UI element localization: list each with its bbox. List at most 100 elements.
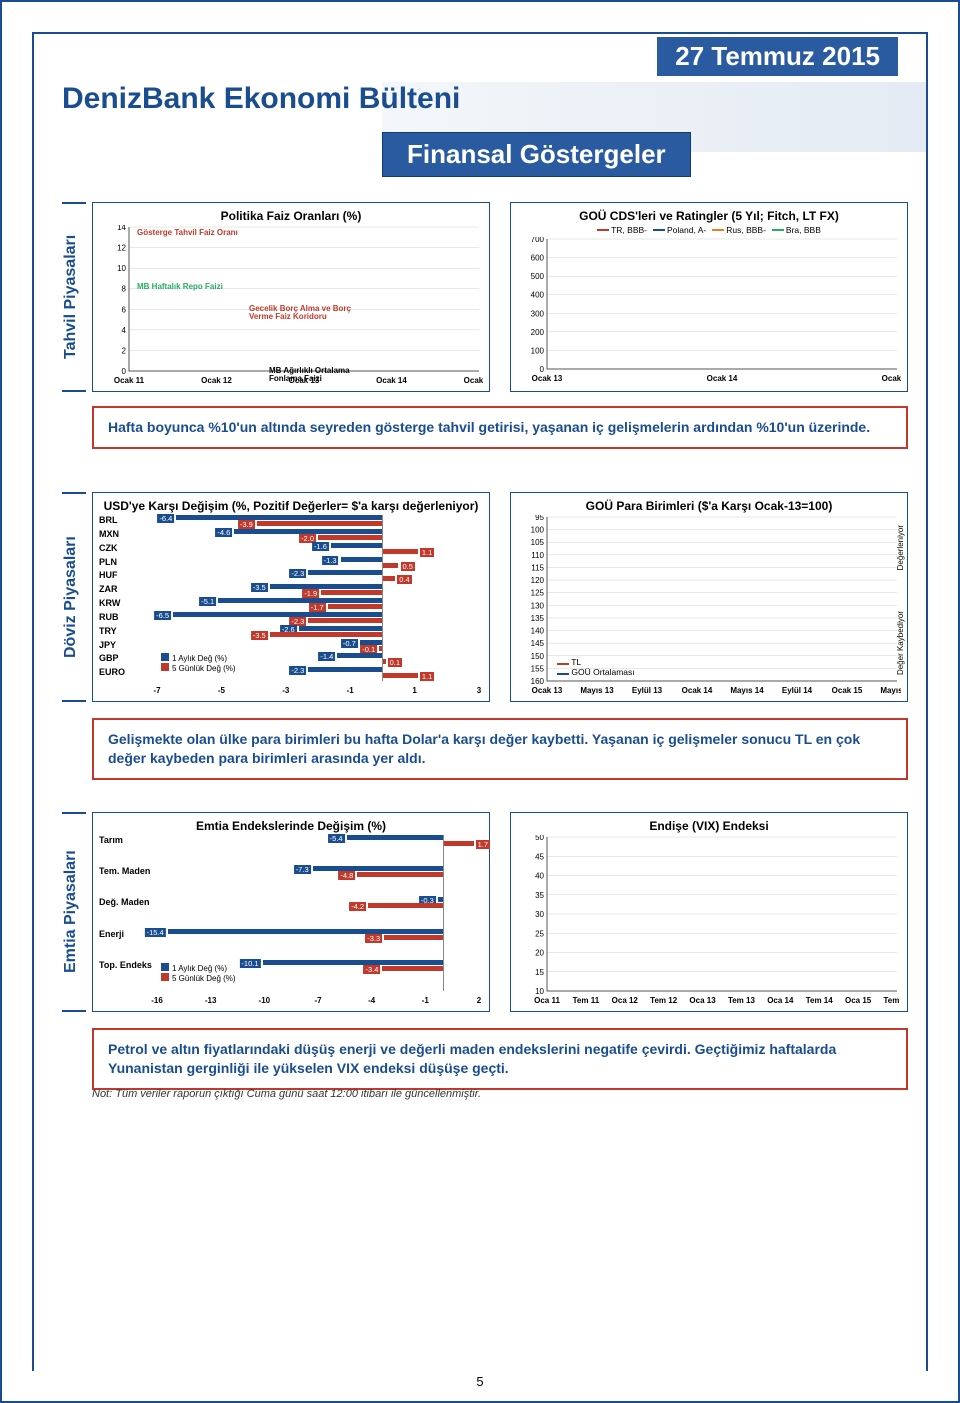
svg-text:10: 10 <box>535 987 544 996</box>
x-tick: -1 <box>347 686 354 695</box>
hbar-value: -1.3 <box>322 556 339 565</box>
hbar-value: -1.6 <box>312 542 329 551</box>
svg-text:125: 125 <box>531 589 545 598</box>
hbar <box>308 618 382 623</box>
svg-text:12: 12 <box>117 244 126 253</box>
svg-text:160: 160 <box>531 677 545 686</box>
svg-text:Ocak 15: Ocak 15 <box>464 376 483 385</box>
chart-politika-faiz: Politika Faiz Oranları (%) 02468101214Oc… <box>92 202 490 392</box>
hbar <box>347 835 444 840</box>
x-tick: -16 <box>151 996 163 1005</box>
hbar-value: -5.4 <box>328 834 345 843</box>
svg-text:95: 95 <box>535 515 544 522</box>
svg-text:50: 50 <box>535 835 544 842</box>
svg-text:140: 140 <box>531 627 545 636</box>
svg-text:100: 100 <box>531 346 545 355</box>
svg-text:14: 14 <box>117 225 126 232</box>
hbar-label: Tem. Maden <box>99 866 157 876</box>
hbar-value: -3.4 <box>363 965 380 974</box>
hbar <box>337 653 382 658</box>
hbar-value: -3.3 <box>365 934 382 943</box>
svg-text:40: 40 <box>535 872 544 881</box>
legend-item: 5 Günlük Değ (%) <box>161 663 236 673</box>
svg-text:Ocak 11: Ocak 11 <box>114 376 145 385</box>
hbar <box>443 841 473 846</box>
hbar-label: PLN <box>99 557 157 567</box>
x-tick: -7 <box>153 686 160 695</box>
legend-item: GOÜ Ortalaması <box>557 667 635 677</box>
legend-item: Bra, BBB <box>772 225 821 235</box>
hbar-value: -10.1 <box>239 959 260 968</box>
svg-text:45: 45 <box>535 852 544 861</box>
x-tick: 1 <box>412 686 416 695</box>
chart1-annotation: MB Ağırlıklı Ortalama Fonlama Faizi <box>269 367 379 383</box>
hbar-value: -3.5 <box>251 583 268 592</box>
hbar <box>384 935 443 940</box>
commentary-tahvil: Hafta boyunca %10'un altında seyreden gö… <box>92 406 908 449</box>
hbar <box>257 521 383 526</box>
hbar <box>313 866 444 871</box>
chart-cds-ratings: GOÜ CDS'leri ve Ratingler (5 Yıl; Fitch,… <box>510 202 908 392</box>
svg-text:135: 135 <box>531 614 545 623</box>
hbar-value: -1.4 <box>318 652 335 661</box>
x-tick: -4 <box>368 996 375 1005</box>
svg-text:20: 20 <box>535 949 544 958</box>
chart5-title: Emtia Endekslerinde Değişim (%) <box>99 819 483 833</box>
svg-text:Tem 11: Tem 11 <box>573 996 600 1005</box>
hbar-label: Top. Endeks <box>99 960 157 970</box>
hbar <box>308 667 382 672</box>
svg-text:Ocak 13: Ocak 13 <box>532 686 563 695</box>
hbar-value: -4.6 <box>215 528 232 537</box>
legend-item: 1 Aylık Değ (%) <box>161 653 236 663</box>
hbar <box>176 515 382 520</box>
svg-text:Ocak 13: Ocak 13 <box>532 374 563 383</box>
footnote: Not: Tüm veriler raporun çıktığı Cuma gü… <box>92 1088 481 1100</box>
hbar-value: -15.4 <box>145 928 166 937</box>
svg-text:8: 8 <box>122 285 127 294</box>
hbar <box>218 598 382 603</box>
hbar <box>382 576 395 581</box>
svg-text:Mayıs 15: Mayıs 15 <box>880 686 901 695</box>
svg-text:Tem 15: Tem 15 <box>884 996 901 1005</box>
hbar <box>382 673 417 678</box>
hbar-value: 0.1 <box>388 658 402 667</box>
hbar <box>341 557 383 562</box>
hbar-value: 1.1 <box>420 672 434 681</box>
x-tick: -3 <box>282 686 289 695</box>
hbar-value: -1.9 <box>302 589 319 598</box>
svg-text:400: 400 <box>531 291 545 300</box>
svg-text:0: 0 <box>540 365 545 374</box>
hbar-value: -3.5 <box>251 631 268 640</box>
svg-text:6: 6 <box>122 305 127 314</box>
x-tick: -10 <box>259 996 271 1005</box>
svg-text:Ocak 15: Ocak 15 <box>882 374 901 383</box>
chart1-title: Politika Faiz Oranları (%) <box>99 209 483 223</box>
svg-text:Ocak 12: Ocak 12 <box>201 376 232 385</box>
chart1-annotation: Gecelik Borç Alma ve Borç Verme Faiz Kor… <box>249 305 359 321</box>
svg-text:145: 145 <box>531 639 545 648</box>
chart-gou-para: GOÜ Para Birimleri ($'a Karşı Ocak-13=10… <box>510 492 908 702</box>
svg-text:0: 0 <box>122 367 127 376</box>
hbar-value: 0.4 <box>397 575 411 584</box>
x-tick: -13 <box>205 996 217 1005</box>
hbar-label: HUF <box>99 570 157 580</box>
svg-text:700: 700 <box>531 237 545 244</box>
hbar <box>368 903 443 908</box>
hbar-value: 1.7 <box>476 840 490 849</box>
svg-text:Ocak 14: Ocak 14 <box>707 374 738 383</box>
hbar-value: -7.3 <box>294 865 311 874</box>
hbar-value: -5.1 <box>199 597 216 606</box>
hbar <box>168 929 443 934</box>
ylabel-right: Değerleniyor <box>896 525 905 570</box>
svg-text:15: 15 <box>535 968 544 977</box>
hbar-value: -2.3 <box>289 569 306 578</box>
hbar-label: Tarım <box>99 835 157 845</box>
vlabel-emtia: Emtia Piyasaları <box>62 812 86 1012</box>
chart-usd-degisim: USD'ye Karşı Değişim (%, Pozitif Değerle… <box>92 492 490 702</box>
chart4-title: GOÜ Para Birimleri ($'a Karşı Ocak-13=10… <box>517 499 901 513</box>
svg-text:Oca 13: Oca 13 <box>689 996 716 1005</box>
hbar-value: 0.5 <box>401 562 415 571</box>
svg-text:105: 105 <box>531 538 545 547</box>
hbar-value: -0.7 <box>341 639 358 648</box>
chart1-annotation: MB Haftalık Repo Faizi <box>137 283 223 291</box>
